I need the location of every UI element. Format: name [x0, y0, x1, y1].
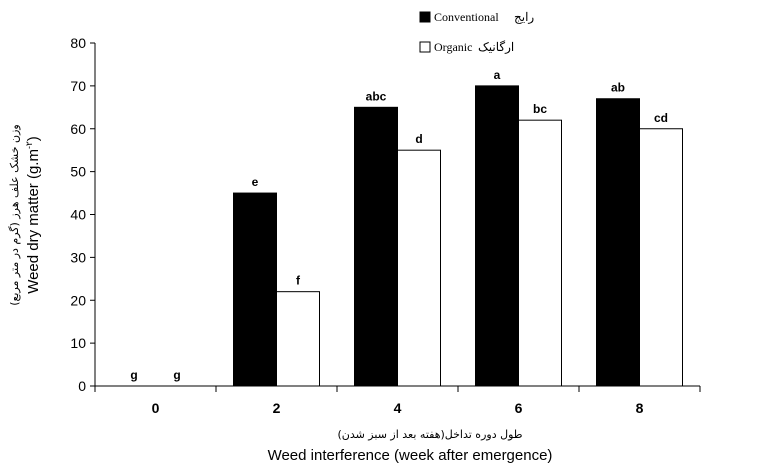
y-tick-label: 0	[78, 378, 86, 394]
significance-letter: bc	[533, 102, 547, 116]
x-axis-title-fa: طول دوره تداخل(هفته بعد از سبز شدن)	[337, 428, 522, 441]
bar-conventional	[354, 106, 398, 387]
x-tick-label: 8	[636, 400, 644, 416]
bar-organic	[639, 128, 683, 387]
y-tick-label: 60	[70, 121, 86, 137]
y-tick-label: 10	[70, 335, 86, 351]
y-tick-label: 80	[70, 35, 86, 51]
y-axis-title-main: Weed dry matter (g.m	[25, 149, 42, 294]
legend-label-conventional: Conventional	[434, 10, 499, 24]
bar-organic	[397, 149, 441, 387]
x-tick-label: 0	[152, 400, 160, 416]
bar-conventional	[596, 98, 640, 387]
bar-organic	[518, 119, 562, 387]
bar-conventional	[475, 85, 519, 387]
significance-letter: g	[130, 368, 137, 382]
significance-letter: abc	[366, 89, 387, 103]
bar-organic	[276, 291, 320, 387]
y-tick-label: 20	[70, 292, 86, 308]
x-tick-label: 4	[394, 400, 402, 416]
y-tick-label: 40	[70, 207, 86, 223]
x-tick-label: 2	[273, 400, 281, 416]
y-tick-label: 30	[70, 249, 86, 265]
legend-swatch-conventional	[419, 11, 431, 23]
x-tick-label: 6	[515, 400, 523, 416]
significance-letter: e	[252, 175, 259, 189]
legend-label-organic: Organic	[434, 40, 472, 54]
y-axis-title-fa-group: وزن خشک علف هرز (گرم در متر مربع)	[8, 124, 21, 305]
bars: g e abc a ab g f d bc cd	[130, 68, 683, 387]
y-axis-title-superscript: -۲	[24, 141, 34, 149]
y-axis-title: Weed dry matter (g.m-۲)	[24, 136, 42, 294]
legend-swatch-organic	[419, 41, 431, 53]
significance-letter: g	[173, 368, 180, 382]
significance-letter: ab	[611, 81, 625, 95]
significance-letter: f	[296, 274, 301, 288]
y-tick-label: 70	[70, 78, 86, 94]
axes: 0 10 20 30 40 50 60 70 80 0 2 4 6 8	[70, 35, 701, 416]
y-axis-title-group: Weed dry matter (g.m-۲)	[24, 136, 42, 294]
legend-label-organic-fa: ارگانیک	[478, 40, 514, 54]
significance-letter: d	[415, 132, 422, 146]
y-axis-title-close: )	[25, 136, 42, 141]
significance-letter: cd	[654, 111, 668, 125]
significance-letter: a	[494, 68, 501, 82]
x-axis-title: Weed interference (week after emergence)	[268, 447, 553, 464]
y-axis-title-fa: وزن خشک علف هرز (گرم در متر مربع)	[8, 124, 21, 305]
legend-label-conventional-fa: رایج	[514, 10, 534, 24]
y-tick-label: 50	[70, 164, 86, 180]
legend: Conventional رایج Organic ارگانیک	[419, 10, 534, 54]
bar-conventional	[233, 192, 277, 387]
